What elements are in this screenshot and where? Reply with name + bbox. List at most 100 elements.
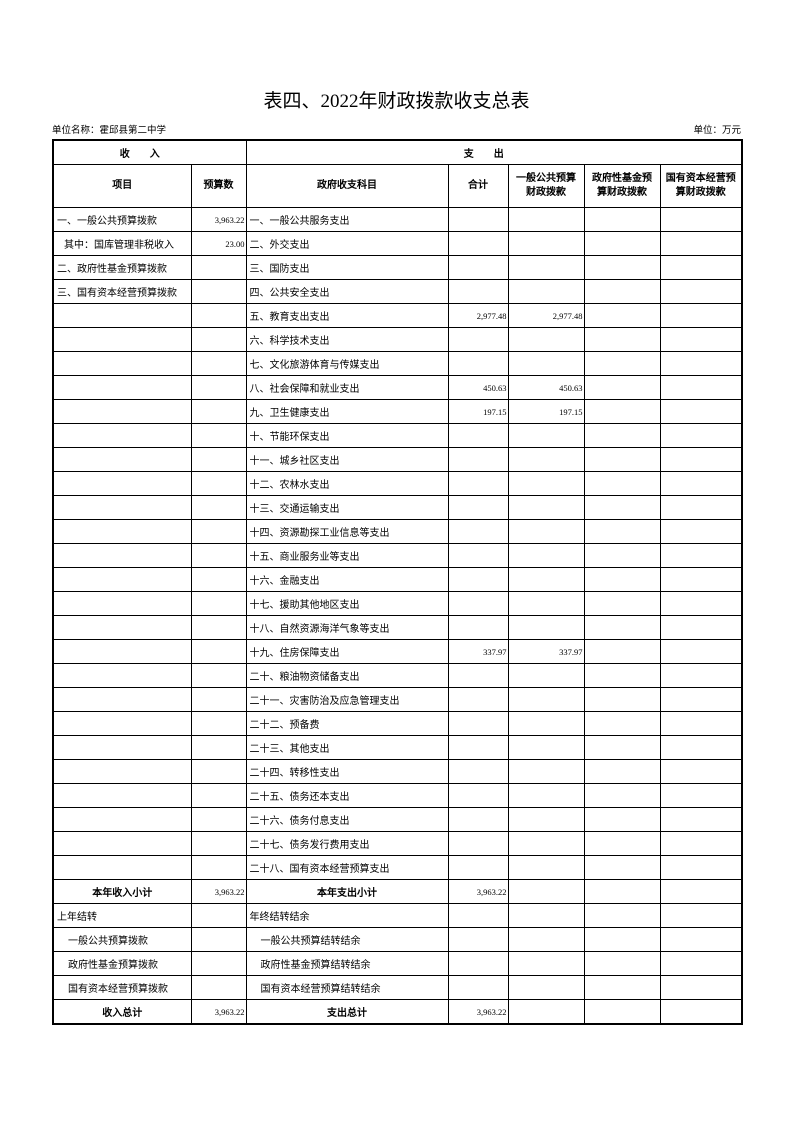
empty-cell (583, 375, 661, 400)
amount-cell: 197.15 (447, 399, 509, 424)
amount-cell: 2,977.48 (447, 303, 509, 328)
empty-cell (52, 351, 192, 376)
empty-cell (447, 903, 509, 928)
table-row: 二十七、债务发行费用支出 (52, 831, 743, 856)
empty-cell (659, 879, 743, 904)
empty-cell (52, 855, 192, 880)
label-cell: 一、一般公共服务支出 (245, 207, 449, 232)
empty-cell (583, 447, 661, 472)
empty-cell (190, 759, 247, 784)
empty-cell (190, 927, 247, 952)
table-row: 九、卫生健康支出 197.15 197.15 (52, 399, 743, 424)
empty-cell (659, 855, 743, 880)
empty-cell (583, 471, 661, 496)
empty-cell (447, 807, 509, 832)
empty-cell (447, 543, 509, 568)
empty-cell (52, 543, 192, 568)
column-header: 政府收支科目 (245, 164, 449, 208)
unit-name: 单位名称：霍邱县第二中学 (52, 126, 167, 136)
empty-cell (583, 711, 661, 736)
empty-cell (583, 807, 661, 832)
label-cell: 二十六、债务付息支出 (245, 807, 449, 832)
empty-cell (447, 519, 509, 544)
label-cell: 十七、援助其他地区支出 (245, 591, 449, 616)
empty-cell (659, 255, 743, 280)
table-row: 十九、住房保障支出 337.97 337.97 (52, 639, 743, 664)
empty-cell (447, 759, 509, 784)
empty-cell (659, 999, 743, 1025)
label-cell: 七、文化旅游体育与传媒支出 (245, 351, 449, 376)
empty-cell (447, 351, 509, 376)
label-cell: 二十一、灾害防治及应急管理支出 (245, 687, 449, 712)
empty-cell (447, 711, 509, 736)
amount-cell: 337.97 (447, 639, 509, 664)
empty-cell (190, 255, 247, 280)
amount-cell: 2,977.48 (507, 303, 585, 328)
empty-cell (507, 279, 585, 304)
table-row: 二十一、灾害防治及应急管理支出 (52, 687, 743, 712)
column-header: 预算数 (190, 164, 247, 208)
table-row: 政府性基金预算拨款 政府性基金预算结转结余 (52, 951, 743, 976)
empty-cell (583, 735, 661, 760)
empty-cell (52, 615, 192, 640)
empty-cell (52, 759, 192, 784)
empty-cell (507, 855, 585, 880)
empty-cell (583, 927, 661, 952)
empty-cell (52, 327, 192, 352)
amount-cell: 3,963.22 (447, 999, 509, 1025)
unit: 单位：万元 (693, 126, 741, 136)
label-cell: 十、节能环保支出 (245, 423, 449, 448)
empty-cell (190, 471, 247, 496)
empty-cell (583, 543, 661, 568)
empty-cell (507, 423, 585, 448)
table-row: 收入总计 3,963.22 支出总计 3,963.22 (52, 999, 743, 1025)
empty-cell (190, 591, 247, 616)
label-cell: 二十四、转移性支出 (245, 759, 449, 784)
empty-cell (583, 831, 661, 856)
empty-cell (507, 495, 585, 520)
empty-cell (447, 615, 509, 640)
empty-cell (190, 375, 247, 400)
table-row: 七、文化旅游体育与传媒支出 (52, 351, 743, 376)
table-row: 二十、粮油物资储备支出 (52, 663, 743, 688)
empty-cell (190, 903, 247, 928)
empty-cell (507, 567, 585, 592)
empty-cell (583, 351, 661, 376)
empty-cell (507, 351, 585, 376)
title: 表四、2022年财政拨款收支总表 (263, 91, 530, 112)
table-row: 十五、商业服务业等支出 (52, 543, 743, 568)
empty-cell (52, 687, 192, 712)
label-cell: 九、卫生健康支出 (245, 399, 449, 424)
empty-cell (659, 519, 743, 544)
empty-cell (447, 975, 509, 1000)
empty-cell (583, 687, 661, 712)
table-row: 二十四、转移性支出 (52, 759, 743, 784)
empty-cell (52, 639, 192, 664)
table-row: 其中：国库管理非税收入 23.00 二、外交支出 (52, 231, 743, 256)
empty-cell (659, 591, 743, 616)
label-cell: 政府性基金预算拨款 (52, 951, 192, 976)
empty-cell (52, 711, 192, 736)
table-row: 十三、交通运输支出 (52, 495, 743, 520)
empty-cell (659, 567, 743, 592)
empty-cell (659, 927, 743, 952)
empty-cell (190, 303, 247, 328)
empty-cell (659, 351, 743, 376)
empty-cell (507, 999, 585, 1025)
empty-cell (507, 519, 585, 544)
label-cell: 一般公共预算结转结余 (245, 927, 449, 952)
empty-cell (507, 591, 585, 616)
empty-cell (583, 519, 661, 544)
amount-cell: 3,963.22 (190, 879, 247, 904)
empty-cell (583, 495, 661, 520)
table-row: 二十五、债务还本支出 (52, 783, 743, 808)
empty-cell (659, 639, 743, 664)
column-header-row: 项目 预算数 政府收支科目 合计 一般公共预算财政拨款 政府性基金预算财政拨款 国有资本经营… (52, 164, 743, 208)
empty-cell (507, 231, 585, 256)
empty-cell (507, 471, 585, 496)
empty-cell (659, 831, 743, 856)
empty-cell (659, 759, 743, 784)
empty-cell (659, 207, 743, 232)
empty-cell (447, 471, 509, 496)
